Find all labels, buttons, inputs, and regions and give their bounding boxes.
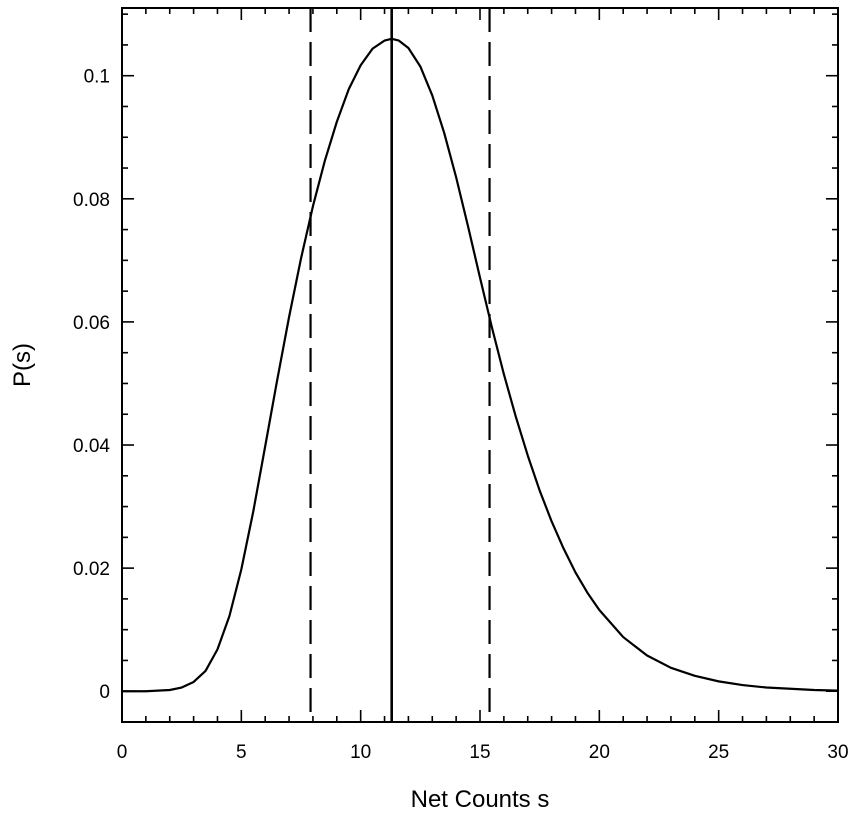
x-tick-label: 10: [350, 742, 371, 763]
y-tick-label: 0.02: [73, 559, 110, 580]
y-tick-label: 0.06: [73, 313, 110, 334]
tick-labels: 0 5 10 15 20 25 30 0 0.02 0.04 0.06 0.08 0.1: [73, 67, 849, 763]
x-tick-label: 25: [708, 742, 729, 763]
y-tick-label: 0.1: [84, 67, 110, 88]
y-tick-label: 0.04: [73, 436, 110, 457]
plot-frame: [121, 7, 839, 723]
x-tick-label: 0: [117, 742, 128, 763]
curve-layer: [122, 37, 839, 693]
y-tick-label: 0.08: [73, 190, 110, 211]
x-tick-label: 15: [469, 742, 490, 763]
x-tick-label: 20: [589, 742, 610, 763]
x-axis-label: Net Counts s: [411, 786, 550, 813]
vertical-lines: [309, 8, 491, 722]
y-axis-label: P(s): [9, 343, 36, 387]
x-tick-label: 5: [236, 742, 247, 763]
x-tick-label: 30: [827, 742, 848, 763]
series-line-0: [122, 37, 839, 693]
y-tick-label: 0: [99, 682, 110, 703]
